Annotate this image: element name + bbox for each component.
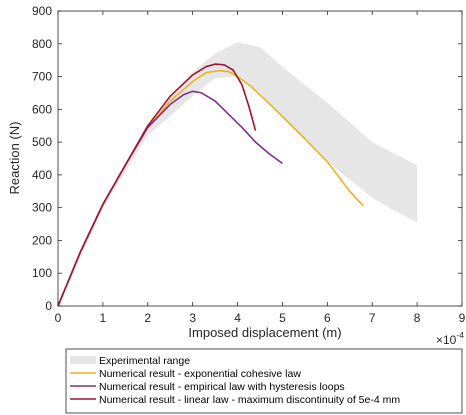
x-axis-exponent: ×10-4 [436, 330, 464, 347]
plot-frame [57, 10, 463, 307]
y-tick-label: 0 [45, 299, 52, 313]
x-tick-label: 6 [324, 311, 331, 325]
x-tick-label: 0 [55, 311, 62, 325]
x-tick-label: 2 [144, 311, 151, 325]
legend-label: Numerical result - empirical law with hy… [99, 381, 345, 393]
y-tick-label: 700 [32, 70, 52, 84]
legend-swatch-band [70, 356, 96, 364]
y-tick-label: 800 [32, 37, 52, 51]
x-tick-label: 5 [279, 311, 286, 325]
x-tick-label: 9 [459, 311, 466, 325]
legend-label: Experimental range [99, 355, 190, 367]
x-axis-label: Imposed displacement (m) [188, 325, 341, 340]
legend-label: Numerical result - exponential cohesive … [99, 368, 301, 380]
y-tick-label: 300 [32, 201, 52, 215]
x-tick-label: 3 [189, 311, 196, 325]
y-tick-label: 100 [32, 266, 52, 280]
x-axis-ticks: 0 1 2 3 4 5 6 7 8 9 [55, 11, 466, 325]
experimental-band-layer [58, 42, 418, 306]
y-tick-label: 200 [32, 233, 52, 247]
x-tick-label: 4 [234, 311, 241, 325]
series-layer [57, 63, 364, 307]
x-tick-label: 1 [100, 311, 107, 325]
linear-law-line [57, 63, 257, 307]
legend-label: Numerical result - linear law - maximum … [99, 394, 400, 406]
y-tick-label: 500 [32, 135, 52, 149]
legend-box [65, 348, 463, 414]
y-tick-label: 600 [32, 102, 52, 116]
x-tick-label: 8 [414, 311, 421, 325]
y-tick-label: 400 [32, 168, 52, 182]
x-tick-label: 7 [369, 311, 376, 325]
y-axis-ticks: 0 100 200 300 400 500 600 700 800 900 [32, 4, 462, 313]
experimental-range-band [58, 42, 418, 306]
y-axis-label: Reaction (N) [7, 122, 22, 195]
empirical-hysteresis-law-line [57, 90, 283, 307]
y-tick-label: 900 [32, 4, 52, 18]
